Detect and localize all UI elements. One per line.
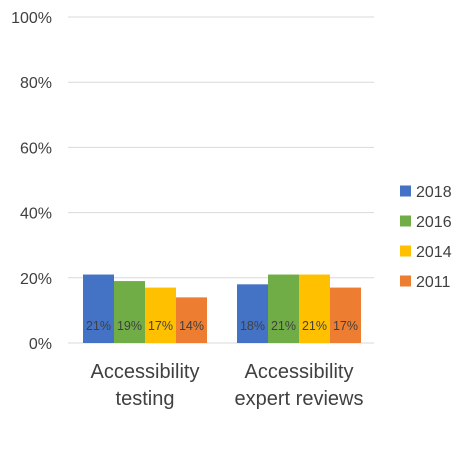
data-label: 14%	[179, 319, 204, 333]
bar-2018	[83, 274, 114, 343]
data-label: 21%	[271, 319, 296, 333]
data-labels: 21% 19% 17% 14% 18% 21% 21% 17%	[86, 319, 358, 333]
category-label: testing	[116, 388, 175, 410]
data-label: 21%	[302, 319, 327, 333]
legend-label: 2018	[416, 184, 452, 201]
data-label: 17%	[148, 319, 173, 333]
y-tick-label: 60%	[20, 140, 52, 157]
y-axis-tick-labels: 0% 20% 40% 60% 80% 100%	[11, 10, 52, 353]
y-tick-label: 100%	[11, 10, 52, 27]
y-tick-label: 20%	[20, 271, 52, 288]
legend-label: 2014	[416, 244, 452, 261]
legend-swatch	[400, 245, 411, 257]
legend-swatch	[400, 275, 411, 287]
data-label: 17%	[333, 319, 358, 333]
y-tick-label: 0%	[29, 336, 52, 353]
bar-2014	[145, 287, 176, 343]
bar-2014	[299, 274, 330, 343]
legend-label: 2011	[416, 274, 451, 291]
category-label: Accessibility	[245, 361, 354, 383]
y-tick-label: 80%	[20, 75, 52, 92]
legend-label: 2016	[416, 214, 452, 231]
bars	[83, 274, 361, 343]
bar-2016	[114, 281, 145, 343]
data-label: 21%	[86, 319, 111, 333]
legend-swatch	[400, 185, 411, 197]
bar-2016	[268, 274, 299, 343]
bar-2011	[330, 287, 361, 343]
data-label: 18%	[240, 319, 265, 333]
x-axis-category-labels: Accessibility testing Accessibility expert …	[91, 361, 364, 410]
y-tick-label: 40%	[20, 206, 52, 223]
bar-2011	[176, 297, 207, 343]
legend-swatch	[400, 215, 411, 227]
category-label: Accessibility	[91, 361, 200, 383]
bar-2018	[237, 284, 268, 343]
data-label: 19%	[117, 319, 142, 333]
category-label: expert reviews	[235, 388, 364, 410]
legend: 2018 2016 2014 2011	[400, 184, 452, 291]
